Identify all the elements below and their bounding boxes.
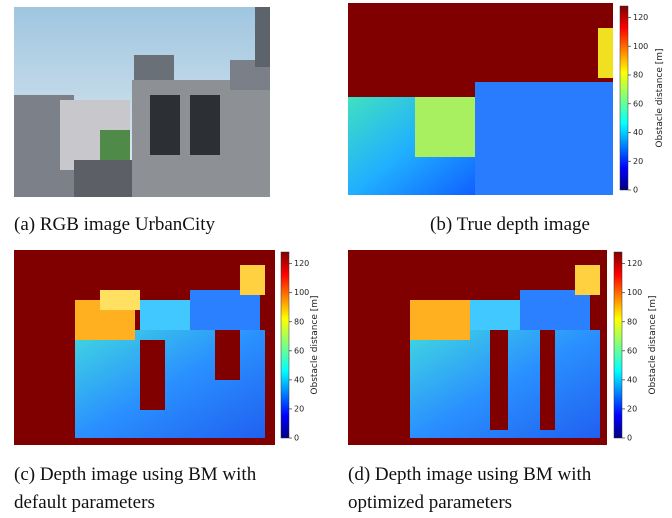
bm-optimized-depth-image: [348, 250, 607, 445]
colorbar-tick-label: 20: [294, 404, 304, 413]
colorbar-tick-label: 60: [633, 99, 643, 108]
colorbar-tick-label: 60: [294, 346, 304, 355]
colorbar-tick-label: 0: [294, 434, 299, 443]
colorbar-tick-label: 100: [633, 42, 648, 51]
colorbar: [613, 251, 623, 439]
caption: (a) RGB image UrbanCity: [14, 214, 216, 235]
rgb-image: [14, 7, 270, 197]
colorbar-tick-label: 40: [633, 128, 643, 137]
colorbar-tick-label: 0: [633, 186, 638, 195]
caption: (c) Depth image using BM with: [14, 464, 257, 485]
caption: default parameters: [14, 492, 155, 513]
caption: optimized parameters: [348, 492, 512, 513]
true-depth-image: [348, 3, 613, 195]
colorbar-tick-label: 120: [294, 259, 309, 268]
colorbar-tick-label: 80: [627, 317, 637, 326]
colorbar-label: Obstacle distance [m]: [655, 48, 665, 147]
colorbar-label: Obstacle distance [m]: [310, 295, 320, 394]
colorbar: [619, 5, 629, 191]
colorbar-tick-label: 80: [294, 317, 304, 326]
colorbar-tick-label: 20: [633, 157, 643, 166]
colorbar-tick-label: 80: [633, 71, 643, 80]
colorbar: [280, 251, 290, 439]
colorbar-tick-label: 120: [627, 259, 642, 268]
caption: (b) True depth image: [430, 214, 590, 235]
colorbar-label: Obstacle distance [m]: [648, 295, 658, 394]
caption: (d) Depth image using BM with: [348, 464, 592, 485]
colorbar-tick-label: 0: [627, 434, 632, 443]
colorbar-tick-label: 40: [294, 375, 304, 384]
colorbar-tick-label: 100: [294, 288, 309, 297]
colorbar-tick-label: 100: [627, 288, 642, 297]
colorbar-tick-label: 40: [627, 375, 637, 384]
colorbar-tick-label: 120: [633, 13, 648, 22]
bm-default-depth-image: [14, 250, 275, 445]
colorbar-tick-label: 20: [627, 404, 637, 413]
colorbar-tick-label: 60: [627, 346, 637, 355]
